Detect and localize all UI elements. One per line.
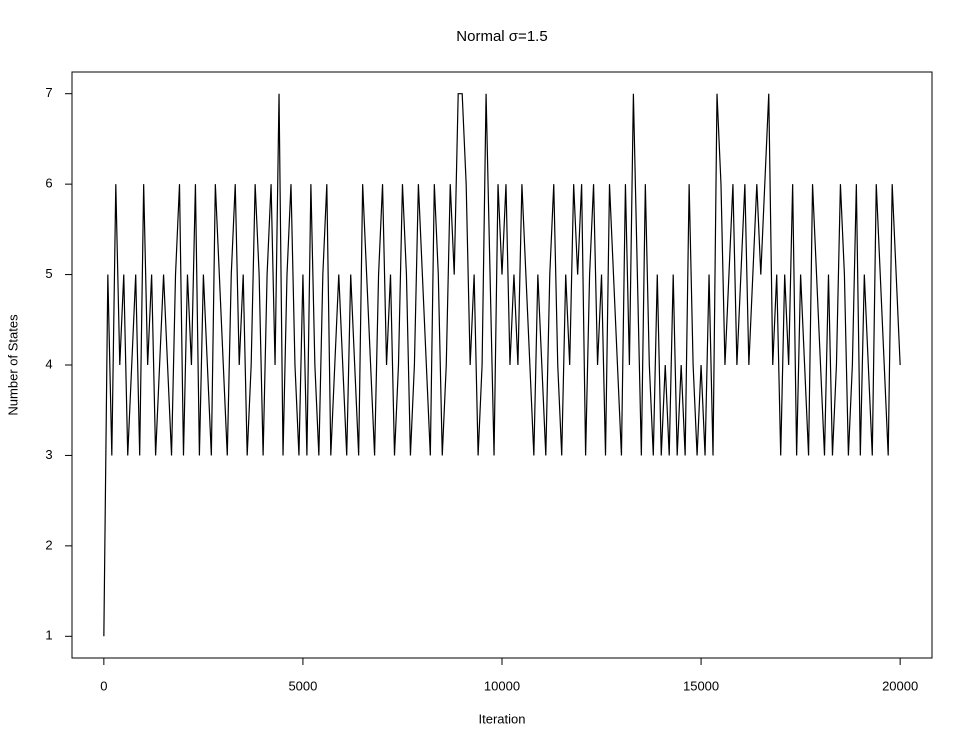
trace-line <box>103 93 901 637</box>
chart-title: Normal σ=1.5 <box>456 28 547 45</box>
x-axis-label: Iteration <box>479 711 526 726</box>
x-tick-label: 10000 <box>484 678 520 693</box>
x-tick-label: 5000 <box>288 678 317 693</box>
x-tick-label: 15000 <box>683 678 719 693</box>
y-tick-label: 6 <box>45 176 52 191</box>
y-tick-label: 7 <box>45 85 52 100</box>
y-axis-label: Number of States <box>5 314 20 416</box>
y-tick-label: 3 <box>45 447 52 462</box>
x-tick-label: 0 <box>100 678 107 693</box>
y-tick-label: 1 <box>45 628 52 643</box>
y-tick-label: 5 <box>45 266 52 281</box>
y-tick-label: 2 <box>45 537 52 552</box>
x-tick-label: 20000 <box>882 678 918 693</box>
y-tick-label: 4 <box>45 356 52 371</box>
